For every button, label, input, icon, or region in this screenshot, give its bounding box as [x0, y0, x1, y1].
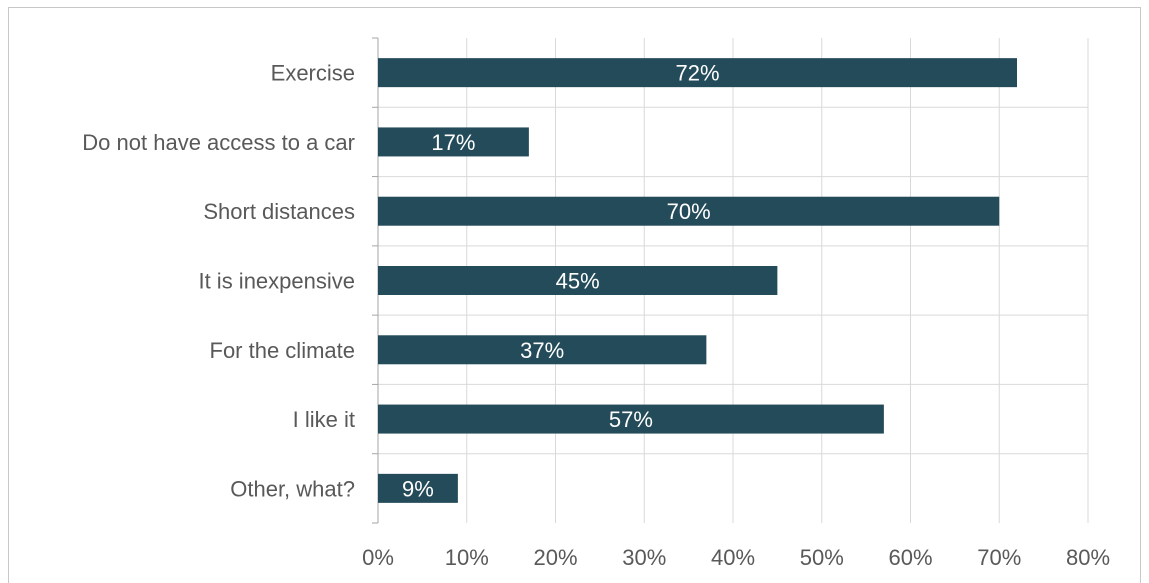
bar [378, 335, 707, 365]
x-tick-label: 10% [445, 545, 489, 570]
x-tick-label: 60% [888, 545, 932, 570]
x-tick-label: 50% [800, 545, 844, 570]
category-label: Do not have access to a car [82, 130, 355, 155]
data-label: 72% [675, 61, 719, 86]
x-tick-label: 70% [977, 545, 1021, 570]
x-tick-label: 0% [362, 545, 394, 570]
x-tick-label: 30% [622, 545, 666, 570]
bar [378, 266, 778, 295]
bar [378, 58, 1017, 88]
category-label: I like it [293, 407, 355, 432]
category-label: Exercise [271, 61, 355, 86]
bar [378, 127, 529, 157]
data-label: 45% [556, 269, 600, 294]
bar [378, 473, 458, 503]
category-label: Short distances [203, 199, 355, 224]
x-tick-label: 40% [711, 545, 755, 570]
data-label: 17% [431, 130, 475, 155]
bar [378, 196, 1000, 226]
data-label: 37% [520, 338, 564, 363]
bar [378, 404, 884, 434]
category-label: It is inexpensive [198, 269, 355, 294]
x-tick-label: 20% [533, 545, 577, 570]
x-tick-label: 80% [1066, 545, 1110, 570]
category-label: Other, what? [230, 476, 355, 501]
data-label: 70% [667, 199, 711, 224]
category-label: For the climate [210, 338, 356, 363]
data-label: 9% [402, 476, 434, 501]
data-label: 57% [609, 407, 653, 432]
